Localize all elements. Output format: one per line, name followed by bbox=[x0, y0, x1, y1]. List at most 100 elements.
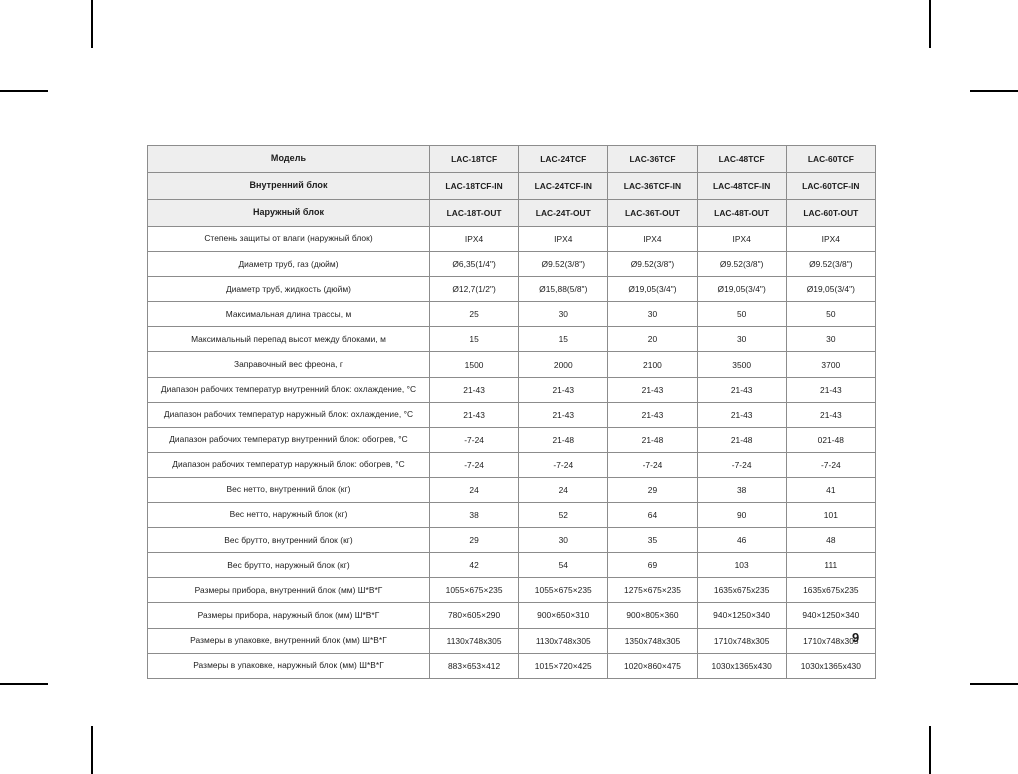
table-row: Размеры прибора, наружный блок (мм) Ш*В*… bbox=[147, 602, 876, 629]
row-label: Степень защиты от влаги (наружный блок) bbox=[147, 225, 430, 253]
table-cell: 021-48 bbox=[785, 426, 876, 453]
row-label: Вес нетто, внутренний блок (кг) bbox=[147, 476, 430, 504]
row-label: Внутренний блок bbox=[147, 172, 430, 200]
table-cell: 25 bbox=[428, 301, 520, 328]
row-label: Вес брутто, внутренний блок (кг) bbox=[147, 527, 430, 554]
table-row: Размеры в упаковке, наружный блок (мм) Ш… bbox=[147, 652, 876, 679]
table-cell: 21-43 bbox=[607, 376, 698, 403]
table-cell: LAC-18TCF bbox=[428, 145, 520, 173]
table-cell: 21-48 bbox=[696, 426, 787, 453]
table-cell: LAC-36T-OUT bbox=[607, 199, 698, 227]
table-cell: LAC-36TCF bbox=[607, 145, 698, 173]
table-cell: 21-43 bbox=[785, 401, 876, 428]
table-cell: 42 bbox=[428, 552, 520, 579]
table-cell: -7-24 bbox=[428, 451, 520, 478]
table-row: Размеры прибора, внутренний блок (мм) Ш*… bbox=[147, 577, 876, 604]
table-cell: 48 bbox=[785, 527, 876, 554]
table-cell: 29 bbox=[607, 476, 698, 504]
row-label: Размеры прибора, наружный блок (мм) Ш*В*… bbox=[147, 602, 430, 629]
table-cell: 30 bbox=[518, 301, 609, 328]
table-cell: 900×650×310 bbox=[518, 602, 609, 629]
table-cell: 3700 bbox=[785, 351, 876, 378]
row-label: Наружный блок bbox=[147, 199, 430, 227]
table-cell: LAC-24TCF-IN bbox=[518, 172, 609, 200]
table-cell: 15 bbox=[518, 326, 609, 353]
table-cell: LAC-36TCF-IN bbox=[607, 172, 698, 200]
table-cell: 1500 bbox=[428, 351, 520, 378]
specification-table-body: Модель LAC-18TCF LAC-24TCF LAC-36TCF LAC-48T… bbox=[147, 145, 876, 679]
table-cell: 21-48 bbox=[518, 426, 609, 453]
row-label: Диаметр труб, газ (дюйм) bbox=[147, 251, 430, 278]
crop-mark-top-left-horizontal bbox=[0, 90, 48, 92]
table-cell: Ø9.52(3/8") bbox=[607, 251, 698, 278]
specification-table-container: Модель LAC-18TCF LAC-24TCF LAC-36TCF LAC-48T… bbox=[147, 145, 876, 679]
table-cell: 103 bbox=[696, 552, 787, 579]
table-row: Внутренний блок LAC-18TCF-IN LAC-24TCF-IN L… bbox=[147, 172, 876, 200]
table-cell: 24 bbox=[428, 476, 520, 504]
table-cell: Ø9.52(3/8") bbox=[696, 251, 787, 278]
table-cell: 1020×860×475 bbox=[607, 652, 698, 679]
table-cell: 69 bbox=[607, 552, 698, 579]
table-cell: 1130x748x305 bbox=[518, 627, 609, 654]
table-cell: 940×1250×340 bbox=[696, 602, 787, 629]
table-cell: 64 bbox=[607, 502, 698, 529]
table-cell: 38 bbox=[428, 502, 520, 529]
row-label: Максимальный перепад высот между блоками… bbox=[147, 326, 430, 353]
table-cell: 50 bbox=[696, 301, 787, 328]
row-label: Максимальная длина трассы, м bbox=[147, 301, 430, 328]
row-label: Диаметр труб, жидкость (дюйм) bbox=[147, 276, 430, 303]
table-cell: 1055×675×235 bbox=[518, 577, 609, 604]
table-row: Максимальный перепад высот между блоками… bbox=[147, 326, 876, 353]
table-cell: -7-24 bbox=[696, 451, 787, 478]
table-cell: LAC-18TCF-IN bbox=[428, 172, 520, 200]
table-cell: 21-48 bbox=[607, 426, 698, 453]
row-label: Диапазон рабочих температур внутренний б… bbox=[147, 426, 430, 453]
row-label: Размеры прибора, внутренний блок (мм) Ш*… bbox=[147, 577, 430, 604]
crop-mark-bottom-right-vertical bbox=[929, 726, 931, 774]
row-label: Размеры в упаковке, внутренний блок (мм)… bbox=[147, 627, 430, 654]
crop-mark-bottom-right-horizontal bbox=[970, 683, 1018, 685]
table-cell: LAC-48T-OUT bbox=[696, 199, 787, 227]
table-cell: 38 bbox=[696, 476, 787, 504]
row-label: Размеры в упаковке, наружный блок (мм) Ш… bbox=[147, 652, 430, 679]
table-cell: 21-43 bbox=[518, 376, 609, 403]
table-cell: 111 bbox=[785, 552, 876, 579]
crop-mark-top-left-vertical bbox=[91, 0, 93, 48]
specification-table: Модель LAC-18TCF LAC-24TCF LAC-36TCF LAC-48T… bbox=[147, 145, 876, 679]
table-cell: Ø19,05(3/4") bbox=[696, 276, 787, 303]
table-row: Вес брутто, наружный блок (кг) 42 54 69 103 1… bbox=[147, 552, 876, 579]
table-cell: -7-24 bbox=[518, 451, 609, 478]
table-cell: 2000 bbox=[518, 351, 609, 378]
table-cell: 1130x748x305 bbox=[428, 627, 520, 654]
table-row: Вес нетто, внутренний блок (кг) 24 24 29 38 4… bbox=[147, 476, 876, 504]
table-row: Степень защиты от влаги (наружный блок) I… bbox=[147, 225, 876, 253]
table-cell: 21-43 bbox=[696, 376, 787, 403]
table-cell: Ø6,35(1/4") bbox=[428, 251, 520, 278]
row-label: Диапазон рабочих температур наружный бло… bbox=[147, 451, 430, 478]
table-row: Диапазон рабочих температур наружный бло… bbox=[147, 401, 876, 428]
table-cell: 21-43 bbox=[785, 376, 876, 403]
table-cell: LAC-48TCF bbox=[696, 145, 787, 173]
table-cell: 1710x748x305 bbox=[696, 627, 787, 654]
row-label: Заправочный вес фреона, г bbox=[147, 351, 430, 378]
table-cell: 1350x748x305 bbox=[607, 627, 698, 654]
table-cell: Ø12,7(1/2") bbox=[428, 276, 520, 303]
row-label: Вес брутто, наружный блок (кг) bbox=[147, 552, 430, 579]
table-row: Модель LAC-18TCF LAC-24TCF LAC-36TCF LAC-48T… bbox=[147, 145, 876, 173]
table-cell: LAC-18T-OUT bbox=[428, 199, 520, 227]
table-cell: 1635x675x235 bbox=[696, 577, 787, 604]
table-row: Диаметр труб, газ (дюйм) Ø6,35(1/4") Ø9.52… bbox=[147, 251, 876, 278]
table-cell: 1015×720×425 bbox=[518, 652, 609, 679]
page-number: 9 bbox=[852, 630, 860, 645]
table-cell: 29 bbox=[428, 527, 520, 554]
crop-mark-bottom-left-vertical bbox=[91, 726, 93, 774]
table-cell: 54 bbox=[518, 552, 609, 579]
table-cell: IPX4 bbox=[428, 225, 520, 253]
table-cell: 21-43 bbox=[607, 401, 698, 428]
crop-mark-bottom-left-horizontal bbox=[0, 683, 48, 685]
table-cell: 30 bbox=[696, 326, 787, 353]
table-cell: 1055×675×235 bbox=[428, 577, 520, 604]
table-cell: LAC-24TCF bbox=[518, 145, 609, 173]
table-row: Диапазон рабочих температур наружный бло… bbox=[147, 451, 876, 478]
table-cell: -7-24 bbox=[607, 451, 698, 478]
